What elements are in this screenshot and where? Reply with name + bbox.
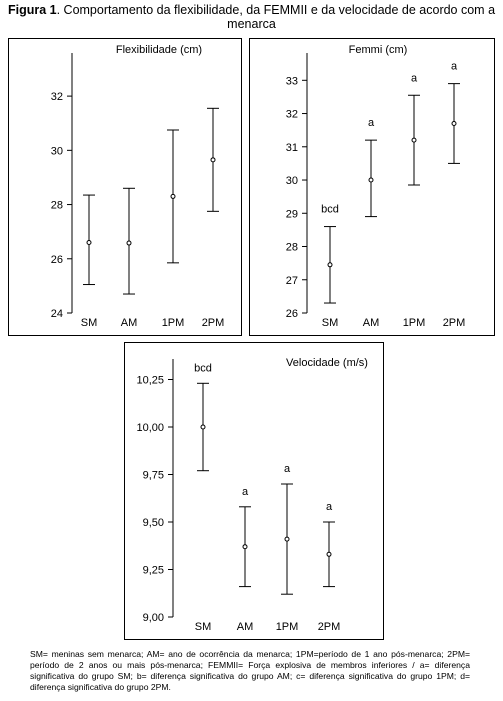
significance-label: a (368, 117, 375, 129)
y-tick-label: 30 (51, 145, 63, 157)
x-category-label-sm: SM (195, 621, 212, 633)
y-tick-label: 33 (286, 75, 298, 87)
errorbar-2pm (323, 521, 335, 588)
x-category-label-1pm: 1PM (276, 621, 299, 633)
y-tick-label: 9,50 (143, 517, 164, 529)
x-category-label-sm: SM (81, 317, 98, 329)
chart-title: Femmi (cm) (349, 44, 408, 56)
x-category-label-2pm: 2PM (202, 317, 225, 329)
mean-marker (284, 536, 290, 542)
figure-caption: SM= meninas sem menarca; AM= ano de ocor… (30, 649, 470, 692)
errorbar-2pm (207, 107, 219, 212)
mean-marker (200, 424, 206, 430)
y-tick-label: 9,75 (143, 470, 164, 482)
errorbar-am (123, 187, 135, 295)
y-tick-label: 27 (286, 275, 298, 287)
chart-velocidade-panel: Velocidade (m/s) 9,00 9,25 9,50 9,75 10,00 10,… (124, 342, 384, 640)
chart-flexibilidade-panel: Flexibilidade (cm) 24 26 28 30 32 SM AM 1PM 2PM (8, 38, 242, 336)
x-category-label-2pm: 2PM (443, 317, 466, 329)
significance-label: a (326, 501, 333, 513)
y-tick-label: 9,25 (143, 565, 164, 577)
y-tick-label: 30 (286, 175, 298, 187)
figure-label: Figura 1 (7, 3, 57, 17)
mean-marker (368, 177, 374, 183)
mean-marker (326, 551, 332, 557)
y-tick-label: 28 (51, 200, 63, 212)
chart-femmi: Femmi (cm) 26 27 28 29 30 31 32 33 SM AM 1PM 2PM bcd a… (286, 44, 466, 329)
y-tick-label: 29 (286, 208, 298, 220)
y-tick-label: 31 (286, 142, 298, 154)
figure-title: Figura 1. Comportamento da flexibilidade… (0, 3, 503, 31)
chart-velocidade: Velocidade (m/s) 9,00 9,25 9,50 9,75 10,00 10,… (136, 357, 368, 633)
errorbar-am (365, 139, 377, 218)
errorbar-1pm (167, 129, 179, 264)
chart-flexibilidade: Flexibilidade (cm) 24 26 28 30 32 SM AM 1PM 2PM (51, 44, 225, 329)
significance-label: bcd (194, 362, 212, 374)
errorbar-sm (83, 194, 95, 286)
x-category-label-am: AM (363, 317, 380, 329)
x-category-label-1pm: 1PM (403, 317, 426, 329)
chart-femmi-panel: Femmi (cm) 26 27 28 29 30 31 32 33 SM AM 1PM 2PM bcd a… (249, 38, 495, 336)
mean-marker (327, 262, 333, 268)
significance-label: a (411, 72, 418, 84)
mean-marker (451, 121, 457, 127)
y-tick-label: 32 (51, 91, 63, 103)
mean-marker (170, 193, 176, 199)
significance-label: a (284, 463, 291, 475)
mean-marker (210, 157, 216, 163)
x-category-label-am: AM (237, 621, 254, 633)
mean-marker (411, 137, 417, 143)
y-tick-label: 9,00 (143, 612, 164, 624)
y-tick-label: 10,25 (136, 375, 164, 387)
x-category-label-1pm: 1PM (162, 317, 185, 329)
errorbar-1pm (408, 94, 420, 186)
errorbar-sm (197, 382, 209, 472)
chart-title: Flexibilidade (cm) (116, 44, 202, 56)
y-tick-label: 26 (51, 254, 63, 266)
mean-marker (242, 544, 248, 550)
mean-marker (86, 240, 92, 246)
y-tick-label: 32 (286, 109, 298, 121)
errorbar-2pm (448, 83, 460, 164)
significance-label: a (242, 486, 249, 498)
x-category-label-sm: SM (322, 317, 339, 329)
y-tick-label: 28 (286, 242, 298, 254)
y-tick-label: 26 (286, 308, 298, 320)
errorbar-sm (324, 226, 336, 304)
figure-title-text: . Comportamento da flexibilidade, da FEM… (56, 3, 496, 31)
errorbar-am (239, 506, 251, 588)
y-tick-label: 24 (51, 308, 63, 320)
significance-label: bcd (321, 204, 339, 216)
x-category-label-2pm: 2PM (318, 621, 341, 633)
mean-marker (126, 240, 132, 246)
significance-label: a (451, 61, 458, 73)
errorbar-1pm (281, 483, 293, 595)
x-category-label-am: AM (121, 317, 138, 329)
chart-title: Velocidade (m/s) (286, 357, 368, 369)
y-tick-label: 10,00 (136, 422, 164, 434)
